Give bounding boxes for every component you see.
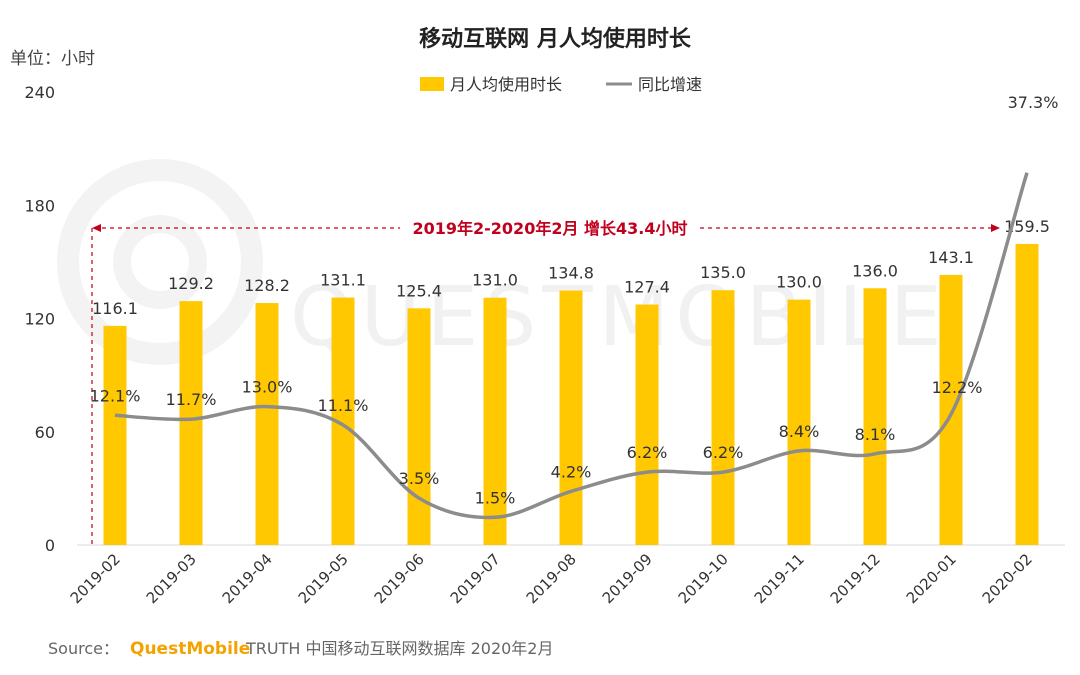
x-tick-label: 2019-05: [295, 550, 352, 607]
legend: 月人均使用时长 同比增速: [420, 75, 702, 94]
bar-value-label: 116.1: [92, 299, 138, 318]
x-tick-label: 2020-01: [903, 550, 960, 607]
x-tick-label: 2019-06: [371, 550, 428, 607]
unit-label: 单位：小时: [10, 49, 95, 69]
bar-value-labels: 116.1 129.2 128.2 131.1 125.4 131.0 134.8 127.4…: [92, 217, 1050, 318]
x-tick-label: 2019-02: [67, 550, 124, 607]
bar-value-label: 134.8: [548, 264, 594, 283]
source-line: Source： QuestMobile TRUTH 中国移动互联网数据库 202…: [48, 639, 553, 659]
bar-2019-11: [787, 299, 811, 545]
growth-rate-line: [114, 172, 1029, 520]
bar-value-label: 159.5: [1004, 217, 1050, 236]
x-tick-label: 2019-09: [599, 550, 656, 607]
x-tick-label: 2019-04: [219, 550, 276, 607]
growth-rate-label: 3.5%: [399, 469, 440, 488]
growth-rate-label: 8.4%: [779, 422, 820, 441]
x-tick-label: 2019-03: [143, 550, 200, 607]
arrow-left-icon: [92, 224, 101, 232]
bar-value-label: 136.0: [852, 261, 898, 280]
bar-value-label: 143.1: [928, 248, 974, 267]
legend-bar-swatch: [420, 77, 444, 91]
source-text: TRUTH 中国移动互联网数据库 2020年2月: [245, 639, 553, 658]
x-axis: 2019-02 2019-03 2019-04 2019-05 2019-06 2019-…: [67, 550, 1036, 607]
growth-annotation: 2019年2-2020年2月 增长43.4小时: [91, 219, 1000, 546]
x-tick-label: 2019-10: [675, 550, 732, 607]
y-tick-label: 240: [24, 83, 55, 102]
bar-2020-01: [939, 274, 963, 545]
growth-rate-label: 6.2%: [703, 443, 744, 462]
bar-2019-08: [559, 290, 583, 545]
bar-value-label: 131.1: [320, 271, 366, 290]
bar-2019-06: [407, 308, 431, 545]
growth-rate-label: 37.3%: [1008, 93, 1059, 112]
x-tick-label: 2019-07: [447, 550, 504, 607]
bar-2019-10: [711, 290, 735, 545]
chart-title: 移动互联网 月人均使用时长: [419, 26, 692, 52]
watermark: QUESTMOBILE: [57, 159, 948, 365]
legend-line-label: 同比增速: [638, 75, 702, 94]
bar-2019-03: [179, 301, 203, 545]
bar-value-label: 128.2: [244, 276, 290, 295]
annotation-text: 2019年2-2020年2月 增长43.4小时: [412, 219, 687, 238]
bar-value-label: 135.0: [700, 263, 746, 282]
source-brand: QuestMobile: [130, 639, 250, 659]
growth-rate-label: 1.5%: [475, 488, 516, 507]
y-tick-label: 60: [35, 423, 55, 442]
x-tick-label: 2019-08: [523, 550, 580, 607]
growth-rate-label: 8.1%: [855, 425, 896, 444]
bar-2019-09: [635, 304, 659, 545]
bar-value-label: 130.0: [776, 273, 822, 292]
y-tick-label: 180: [24, 196, 55, 215]
watermark-text: QUESTMOBILE: [290, 270, 948, 365]
bar-2019-07: [483, 297, 507, 545]
bar-2019-02: [103, 325, 127, 545]
bar-value-label: 127.4: [624, 278, 670, 297]
x-tick-label: 2019-12: [827, 550, 884, 607]
growth-rate-label: 12.2%: [932, 378, 983, 397]
bar-2019-05: [331, 297, 355, 545]
x-tick-label: 2020-02: [979, 550, 1036, 607]
growth-rate-label: 4.2%: [551, 462, 592, 481]
watermark-logo-inner-icon: [113, 215, 207, 309]
watermark-logo-icon: [57, 159, 263, 365]
bar-value-label: 125.4: [396, 281, 442, 300]
growth-rate-label: 6.2%: [627, 443, 668, 462]
y-axis: 0 60 120 180 240: [24, 83, 1065, 555]
legend-bar-label: 月人均使用时长: [450, 75, 562, 94]
y-tick-label: 0: [45, 536, 55, 555]
growth-rate-label: 13.0%: [242, 378, 293, 397]
y-tick-label: 120: [24, 310, 55, 329]
bars: [103, 243, 1039, 545]
bar-2019-12: [863, 288, 887, 545]
bar-2019-04: [255, 303, 279, 545]
source-label: Source：: [48, 639, 119, 658]
growth-rate-label: 12.1%: [90, 386, 141, 405]
bar-value-label: 129.2: [168, 274, 214, 293]
arrow-right-icon: [991, 224, 1000, 232]
bar-2020-02: [1015, 243, 1039, 545]
x-tick-label: 2019-11: [751, 550, 808, 607]
growth-rate-labels: 12.1% 11.7% 13.0% 11.1% 3.5% 1.5% 4.2% 6.2% 6.2%…: [90, 93, 1059, 507]
growth-rate-label: 11.7%: [166, 390, 217, 409]
growth-rate-label: 11.1%: [318, 396, 369, 415]
bar-value-label: 131.0: [472, 271, 518, 290]
